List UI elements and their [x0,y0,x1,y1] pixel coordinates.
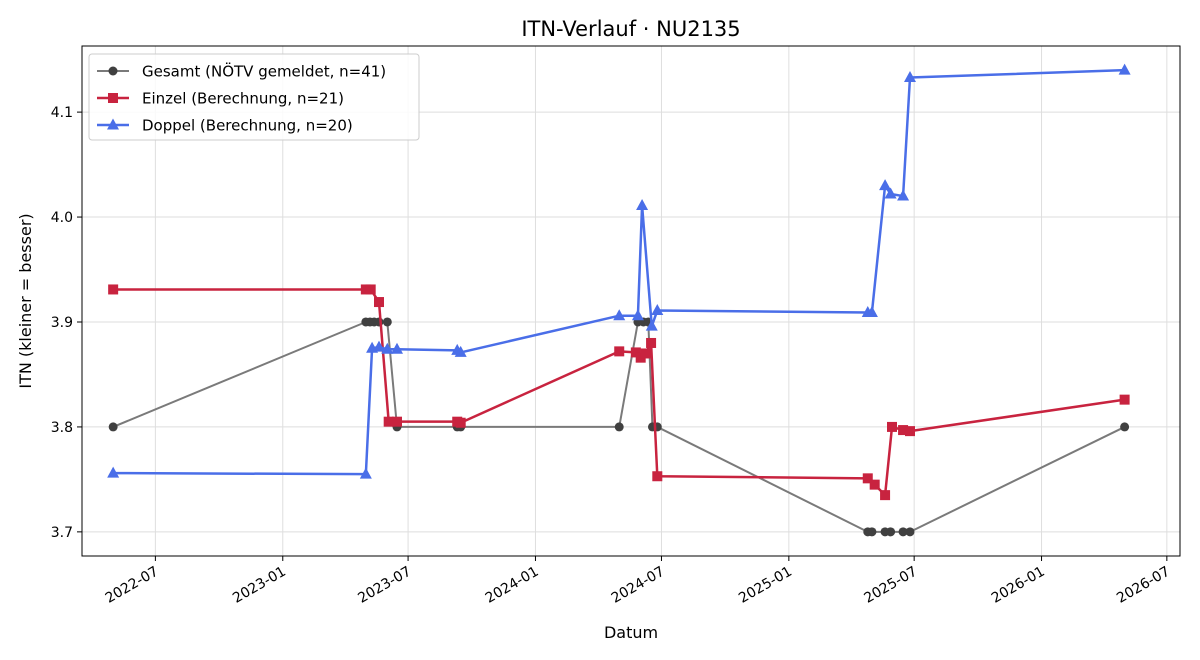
legend-box [88,53,420,141]
data-point [905,527,915,537]
data-point [904,70,916,82]
series-1 [108,284,1130,501]
data-point [887,421,897,432]
data-point [382,317,392,327]
data-point [374,317,384,327]
data-point [108,284,119,295]
legend-label: Gesamt (NÖTV gemeldet, n=41) [142,62,386,81]
data-point [1119,394,1130,405]
data-point [646,337,657,348]
data-point [631,309,644,321]
data-point [359,467,372,479]
data-point [383,416,394,427]
legend-marker [107,118,119,130]
data-point [651,303,664,315]
legend: Gesamt (NÖTV gemeldet, n=41) Einzel (Bere… [88,53,420,141]
data-point [636,199,649,211]
data-point [1120,422,1130,432]
data-point [614,422,624,432]
data-point [879,179,892,191]
data-point [108,422,118,432]
x-axis-label: Datum [604,623,658,642]
data-point [392,416,402,427]
data-point [391,342,403,354]
data-point [365,284,376,295]
legend-marker [108,93,118,103]
data-point [867,527,877,537]
legend-marker [108,66,118,76]
data-point [897,189,910,201]
data-point [1118,63,1131,75]
data-point [454,345,467,357]
data-point [640,348,651,359]
legend-label: Einzel (Berechnung, n=21) [142,90,344,108]
data-point [455,417,466,428]
chart-title: ITN-Verlauf · NU2135 [521,17,740,41]
y-axis-label: ITN (kleiner = besser) [16,213,35,388]
data-point [630,347,641,358]
y-tick-label: 3.7 [51,525,73,541]
data-point [884,187,897,199]
y-tick-label: 4.1 [51,105,73,121]
data-point [886,527,896,537]
data-point [613,309,626,321]
y-tick-label: 4.0 [51,210,73,226]
series-2 [107,63,1131,479]
data-point [865,306,878,318]
y-axis: 3.7 3.8 3.9 4.0 4.1 [51,105,82,541]
data-point [880,490,891,501]
data-point [898,425,909,436]
y-tick-label: 3.8 [51,420,73,436]
data-point [381,342,394,354]
data-point [614,346,625,357]
legend-label: Doppel (Berechnung, n=20) [142,117,353,135]
data-point [869,479,880,490]
series-layer [107,63,1131,537]
y-tick-label: 3.9 [51,315,73,331]
plot-frame [81,45,1181,557]
data-point [862,473,873,484]
data-point [373,340,385,352]
data-point [652,471,663,482]
data-point [905,426,915,437]
data-point [107,466,120,478]
data-point [374,297,384,308]
data-point [645,319,658,331]
data-point [898,527,908,537]
